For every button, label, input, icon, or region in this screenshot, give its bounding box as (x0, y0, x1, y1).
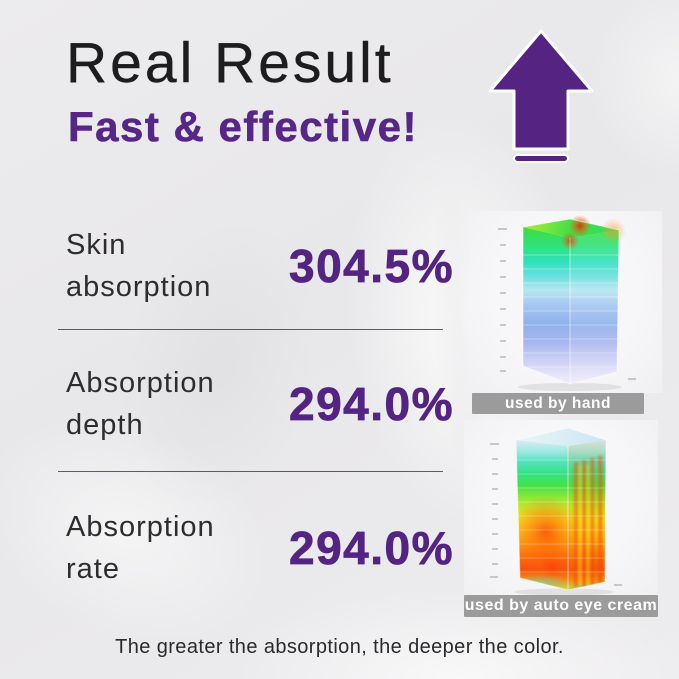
stat-label-line1: Absorption (66, 367, 215, 399)
figure-caption: used by hand (472, 393, 644, 414)
figure-used-by-hand: used by hand (470, 211, 662, 414)
stat-label-line2: rate (66, 553, 120, 585)
stat-label: Skin absorption (66, 224, 211, 308)
up-arrow-graphic (488, 29, 594, 163)
z-axis-ticks (490, 443, 622, 586)
stat-label-line2: depth (66, 409, 144, 441)
divider (58, 471, 443, 472)
stat-value: 294.0% (288, 378, 454, 431)
stat-value: 294.0% (288, 522, 454, 575)
figure-used-by-auto-eye-cream: used by auto eye cream (464, 420, 658, 617)
page-title: Real Result (66, 31, 394, 95)
stat-label-line1: Absorption (66, 511, 215, 543)
stat-label: Absorption rate (66, 506, 215, 590)
z-axis-ticks (498, 228, 636, 380)
stat-label: Absorption depth (66, 362, 215, 446)
up-arrow-icon (486, 27, 596, 169)
heatmap-auto-eye-cream-image (464, 420, 658, 595)
divider (58, 329, 443, 330)
stat-row-skin-absorption: Skin absorption 304.5% (66, 224, 454, 308)
stat-label-line2: absorption (66, 271, 212, 303)
figure-caption: used by auto eye cream (464, 595, 658, 617)
heatmap-hand-image (470, 211, 662, 393)
stat-value: 304.5% (288, 240, 454, 293)
stat-label-line1: Skin (66, 229, 127, 261)
stat-row-absorption-depth: Absorption depth 294.0% (66, 362, 454, 446)
footer-note: The greater the absorption, the deeper t… (115, 636, 564, 658)
page-subtitle: Fast & effective! (68, 103, 418, 150)
stat-row-absorption-rate: Absorption rate 294.0% (66, 506, 454, 590)
